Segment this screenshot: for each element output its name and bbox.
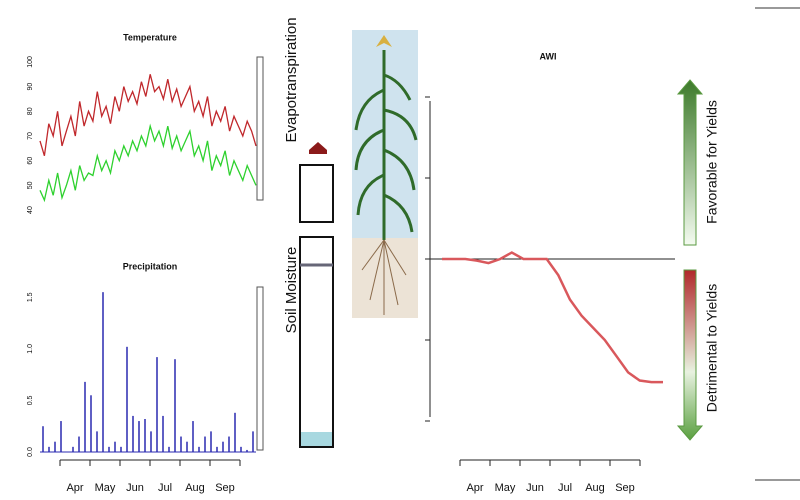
bar bbox=[252, 431, 254, 452]
x-tick-label: Apr bbox=[466, 482, 483, 494]
bar bbox=[186, 441, 188, 452]
bar bbox=[210, 431, 212, 452]
y-tick-label: 50 bbox=[27, 181, 34, 189]
x-tick-label: Aug bbox=[585, 482, 605, 494]
bar bbox=[72, 446, 74, 452]
bar bbox=[48, 446, 50, 452]
bar bbox=[144, 419, 146, 452]
data-line bbox=[442, 251, 663, 384]
corn-plant bbox=[354, 50, 418, 240]
bar bbox=[78, 436, 80, 452]
soil-label: Soil Moisture bbox=[283, 247, 300, 334]
bar bbox=[120, 446, 122, 452]
bar bbox=[138, 421, 140, 452]
et-box bbox=[299, 164, 334, 223]
bar bbox=[60, 421, 62, 452]
y-tick-label: 70 bbox=[27, 132, 34, 140]
data-line bbox=[39, 123, 257, 203]
bar bbox=[246, 449, 248, 452]
y-tick-label: 1.0 bbox=[27, 344, 34, 354]
bar bbox=[150, 431, 152, 452]
bar bbox=[132, 415, 134, 452]
bar bbox=[114, 441, 116, 452]
tassel bbox=[376, 35, 392, 47]
bar bbox=[222, 441, 224, 452]
bar bbox=[204, 436, 206, 452]
bar bbox=[168, 446, 170, 452]
bar bbox=[240, 446, 242, 452]
soil bbox=[352, 238, 418, 318]
bar bbox=[180, 436, 182, 452]
y-tick-label: 1.5 bbox=[27, 292, 34, 302]
soil-water bbox=[301, 432, 332, 446]
soil-box bbox=[299, 236, 334, 448]
bar bbox=[156, 357, 158, 452]
bar bbox=[90, 395, 92, 452]
x-tick-label: Apr bbox=[66, 482, 83, 494]
bar bbox=[228, 436, 230, 452]
favorable-label: Favorable for Yields bbox=[704, 100, 720, 224]
y-tick-label: 80 bbox=[27, 107, 34, 115]
x-tick-label: Jun bbox=[526, 482, 544, 494]
y-tick-label: 0.5 bbox=[27, 395, 34, 405]
data-line bbox=[39, 74, 257, 156]
chart-title: AWI bbox=[540, 51, 557, 61]
x-tick-label: Aug bbox=[185, 482, 205, 494]
y-tick-label: 60 bbox=[27, 157, 34, 165]
y-tick-label: 40 bbox=[27, 206, 34, 214]
arrow-down bbox=[676, 269, 704, 441]
bar bbox=[162, 415, 164, 452]
bar bbox=[102, 292, 104, 452]
y-tick-label: 0.0 bbox=[27, 447, 34, 457]
x-tick-label: Sep bbox=[615, 482, 635, 494]
bar bbox=[42, 426, 44, 452]
y-tick-label: 90 bbox=[27, 83, 34, 91]
side-bar bbox=[256, 286, 264, 451]
x-tick-label: Jul bbox=[558, 482, 572, 494]
x-tick-label: Jun bbox=[126, 482, 144, 494]
bar bbox=[198, 446, 200, 452]
x-tick-label: Sep bbox=[215, 482, 235, 494]
y-tick-label: 100 bbox=[27, 56, 34, 68]
bar bbox=[84, 381, 86, 452]
bar bbox=[126, 346, 128, 452]
x-tick-label: May bbox=[495, 482, 516, 494]
detrimental-label: Detrimental to Yields bbox=[704, 284, 720, 412]
arrow-up bbox=[676, 79, 704, 246]
chart-title: Temperature bbox=[123, 32, 177, 42]
bar bbox=[174, 359, 176, 452]
bar bbox=[192, 421, 194, 452]
bar bbox=[234, 412, 236, 452]
x-tick-label: May bbox=[95, 482, 116, 494]
bar bbox=[96, 431, 98, 452]
bar bbox=[216, 446, 218, 452]
et-label: Evapotranspiration bbox=[283, 17, 300, 142]
x-tick-label: Jul bbox=[158, 482, 172, 494]
et-icon bbox=[309, 142, 327, 154]
roots bbox=[361, 239, 407, 315]
chart-title: Precipitation bbox=[123, 261, 178, 271]
side-bar bbox=[256, 56, 264, 201]
bar bbox=[54, 441, 56, 452]
bar bbox=[108, 446, 110, 452]
